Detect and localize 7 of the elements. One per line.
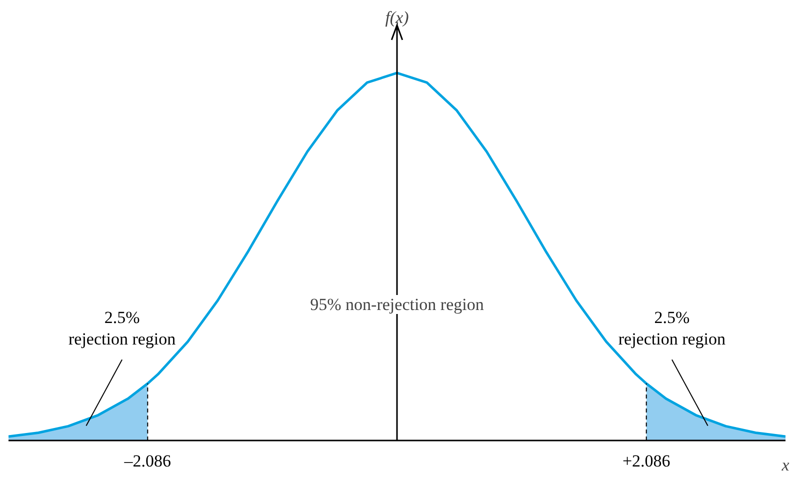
annotation: 2.5% rejection region — [68, 308, 176, 349]
y-axis-title: f(x) — [385, 8, 410, 28]
x-tick-label: –2.086 — [123, 452, 172, 470]
x-tick-label: +2.086 — [622, 452, 670, 470]
annotation: 95% non-rejection region — [310, 295, 484, 314]
annotation: 2.5% rejection region — [618, 308, 726, 349]
x-axis-title: x — [780, 456, 790, 474]
